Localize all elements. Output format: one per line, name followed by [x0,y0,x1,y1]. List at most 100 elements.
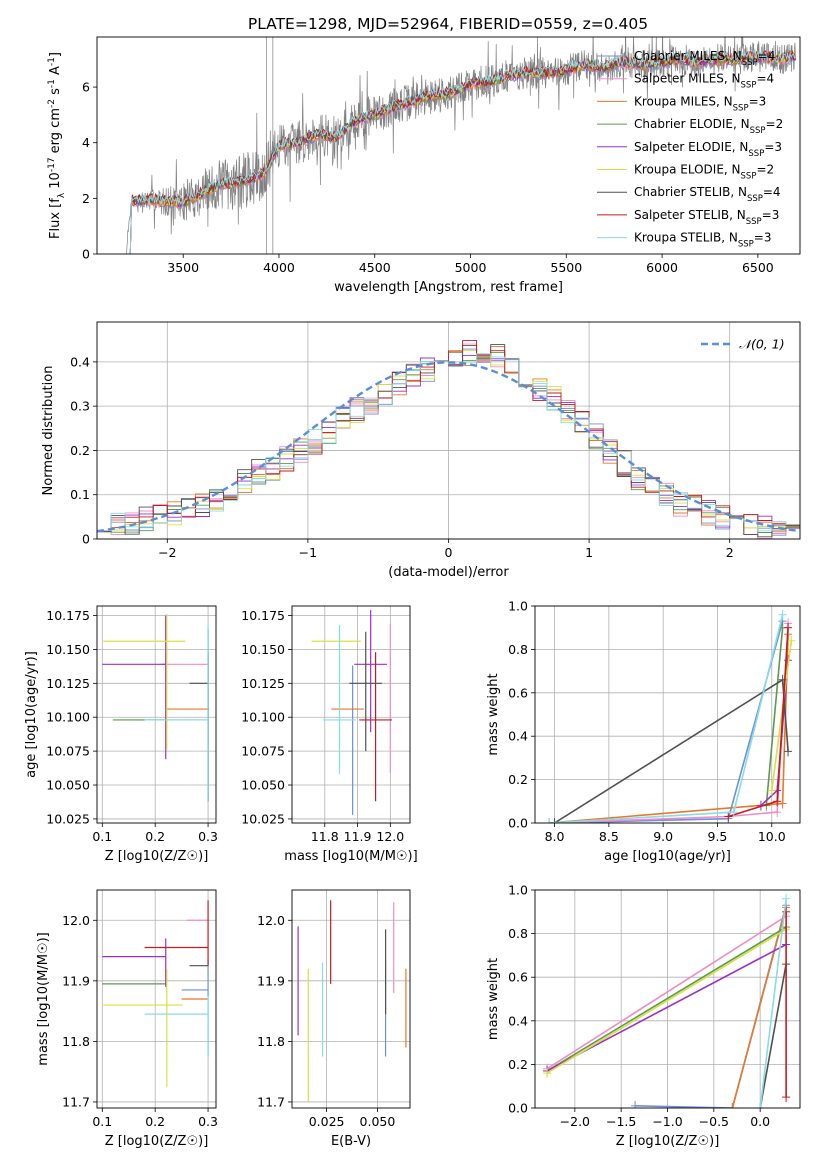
x-axis-label: (data-model)/error [388,565,509,580]
x-tick-label: 0.1 [92,829,112,844]
legend-entry: Salpeter ELODIE, NSSP=3 [634,140,782,159]
y-tick-label: 10.175 [241,608,285,623]
x-tick-label: 6500 [742,260,774,275]
x-tick-label: 6000 [646,260,678,275]
x-tick-label: 4500 [359,260,391,275]
x-tick-label: 5000 [455,260,487,275]
axes-frame-mass_vs_ebv: 0.025 0.050 11.7 11.8 11.9 12.0 E(B-V) [257,889,411,1149]
y-tick-label: 12.0 [257,913,285,928]
y-tick-label: 2 [82,191,90,206]
axes-border [534,605,801,824]
errorbar-point-4 [354,610,388,733]
x-tick-label: 0.0 [750,1114,770,1129]
y-tick-label: 10.175 [46,608,90,623]
x-axis-label: wavelength [Angstrom, rest frame] [334,280,563,295]
axes-frame-spectrum: 3500 4000 4500 5000 5500 6000 6500 0 2 4 6 waveleng… [47,36,801,295]
errorbar-point-4 [102,938,167,987]
errorbar-point-8 [144,624,209,802]
errorbar-point-5 [103,968,183,1087]
axes-frame-age_vs_mass: 11.8 11.9 12.0 10.025 10.050 10.075 10.100 10.1… [241,605,418,864]
y-tick-label: 0.4 [508,729,528,744]
panel-spectrum: 3500 4000 4500 5000 5500 6000 6500 0 2 4 6 waveleng… [47,36,801,295]
plot-area-age_vs_z [102,614,210,802]
x-tick-label: 2 [726,545,734,560]
massweight-line-1 [546,915,787,1070]
y-tick-label: 11.7 [257,1094,285,1109]
legend-entry: Chabrier STELIB, NSSP=4 [634,185,781,204]
x-axis-label: Z [log10(Z/Z☉)] [105,849,209,864]
massweight-line-3 [765,627,784,806]
axes-border [534,889,801,1109]
y-tick-label: 0.0 [508,1101,528,1116]
massweight-line-2 [731,907,787,1108]
x-tick-label: 0.025 [309,1114,345,1129]
errorbar-point-8 [144,995,209,1057]
plot-area-mass_vs_z [102,900,209,1087]
figure-title: PLATE=1298, MJD=52964, FIBERID=0559, z=0… [248,15,648,33]
model-line-5 [125,50,796,254]
x-tick-label: 12.0 [376,829,404,844]
normal-curve [97,361,800,533]
y-tick-label: 0.4 [508,1013,528,1028]
y-tick-label: 10.125 [241,676,285,691]
y-tick-label: 0.0 [508,816,528,831]
massweight-line-6 [759,963,787,1108]
axes-frame-massweight_vs_age: 8.0 8.5 9.0 9.5 10.0 0.0 0.2 0.4 0.6 0.8 1.0 age [l… [486,599,801,864]
y-tick-label: 0 [82,532,90,547]
massweight-line-3 [546,926,787,1072]
x-tick-label: −2.0 [560,1114,590,1129]
errorbar-point-7 [144,900,209,966]
y-tick-label: 10.050 [241,778,285,793]
massweight-line-8 [759,898,787,1108]
x-tick-label: 3500 [167,260,199,275]
axes-frame-massweight_vs_z: −2.0 −1.5 −1.0 −0.5 0.0 0.0 0.2 0.4 0.6 0.8 1.0 Z [… [486,883,801,1149]
x-tick-label: 11.9 [344,829,372,844]
y-axis-label: Normed distribution [41,366,56,496]
x-tick-label: 9.0 [653,829,673,844]
legend-entry: Kroupa STELIB, NSSP=3 [634,231,772,250]
panel-age_vs_mass: 11.8 11.9 12.0 10.025 10.050 10.075 10.100 10.1… [241,605,418,864]
x-axis-label: Z [log10(Z/Z☉)] [105,1134,209,1149]
y-tick-label: 10.075 [241,744,285,759]
x-tick-label: 0.050 [360,1114,396,1129]
y-tick-label: 0.1 [70,487,90,502]
x-tick-label: 8.5 [599,829,619,844]
y-tick-label: 10.150 [46,642,90,657]
x-tick-label: 9.5 [708,829,728,844]
panel-residuals: −2 −1 0 1 2 0 0.1 0.2 0.3 0.4 (data-model)/error No… [41,321,801,580]
x-tick-label: 10.0 [758,829,786,844]
y-tick-label: 0.2 [70,443,90,458]
legend-entry: Kroupa ELODIE, NSSP=2 [634,163,774,182]
grid-mass_vs_ebv [292,890,410,1108]
x-tick-label: 1 [585,545,593,560]
y-tick-label: 11.8 [62,1034,90,1049]
y-tick-label: 12.0 [62,913,90,928]
x-tick-label: 8.0 [545,829,565,844]
x-tick-label: 4000 [263,260,295,275]
y-tick-label: 10.050 [46,778,90,793]
y-axis-label: mass [log10(M/M☉)] [36,932,51,1065]
y-tick-label: 10.075 [46,744,90,759]
x-tick-label: 0.3 [198,829,218,844]
x-tick-label: 0.1 [92,1114,112,1129]
y-tick-label: 0.6 [508,970,528,985]
massweight-line-5 [546,928,787,1074]
y-tick-label: 0.8 [508,642,528,657]
x-tick-label: −1.0 [652,1114,682,1129]
y-axis-label: age [log10(age/yr)] [24,651,39,778]
y-axis-label: mass weight [486,958,501,1040]
plot-area-mass_vs_ebv [297,900,407,1102]
plot-area-spectrum [125,37,797,254]
y-tick-label: 10.100 [241,710,285,725]
spectrum-legend: Chabrier MILES, NSSP=4 Salpeter MILES, NS… [597,49,783,250]
y-tick-label: 0.2 [508,1057,528,1072]
y-tick-label: 6 [82,80,90,95]
legend-entry: Kroupa MILES, NSSP=3 [634,94,766,113]
y-axis-label: Flux [fλ 10-17 erg cm-2 s-1 A-1] [47,52,67,239]
axes-border [96,605,217,824]
x-tick-label: 0 [445,545,453,560]
errorbar-point-8 [323,624,356,775]
y-tick-label: 0.6 [508,685,528,700]
axes-frame-residuals: −2 −1 0 1 2 0 0.1 0.2 0.3 0.4 (data-model)/error No… [41,321,801,580]
